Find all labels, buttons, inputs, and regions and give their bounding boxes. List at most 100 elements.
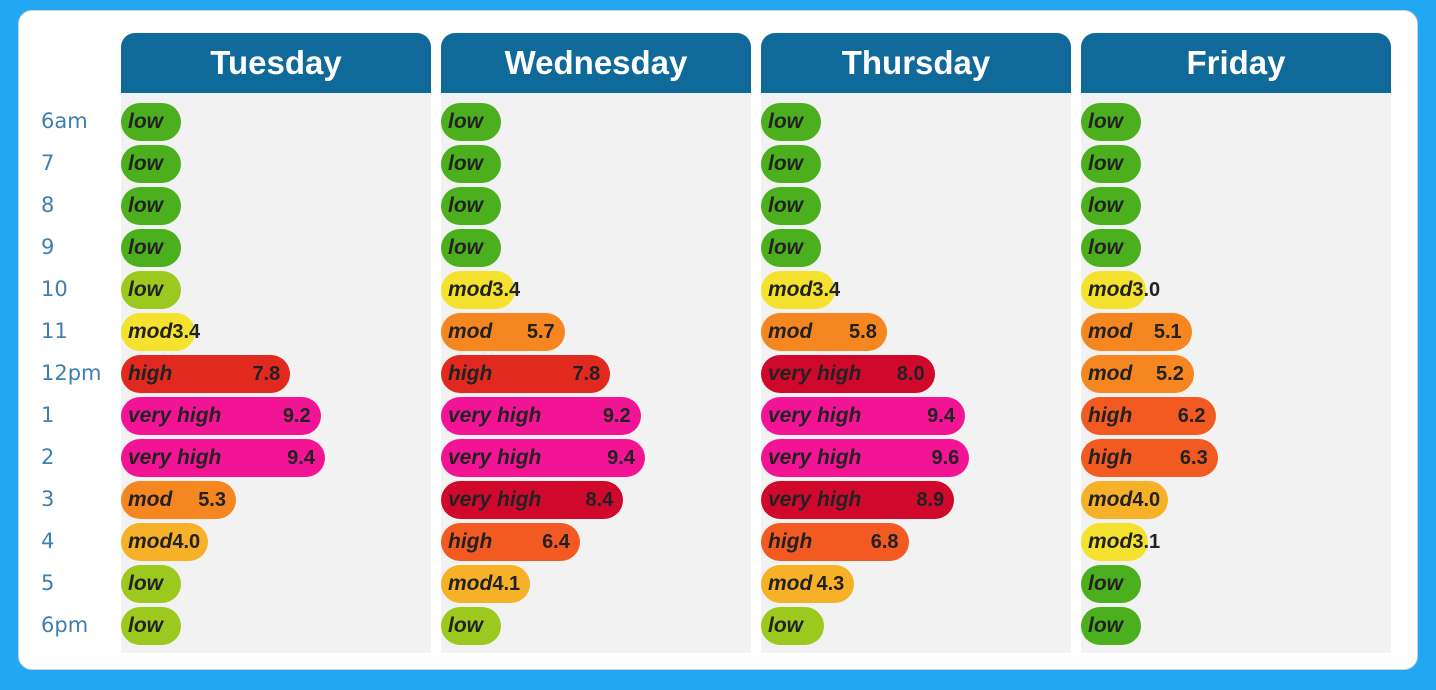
bar-level-label: high: [768, 530, 813, 553]
forecast-bar: low: [441, 103, 501, 141]
forecast-bar: low: [1081, 229, 1141, 267]
forecast-bar: low: [121, 103, 181, 141]
hour-label: 5: [41, 571, 55, 595]
bar-value-label: 3.1: [1132, 530, 1161, 553]
hour-label: 2: [41, 445, 55, 469]
bar-level-label: low: [768, 110, 803, 133]
forecast-bar: low: [121, 145, 181, 183]
bar-level-label: low: [1088, 614, 1123, 637]
hour-label: 3: [41, 487, 55, 511]
bar-value-label: 5.3: [198, 488, 226, 511]
forecast-bar: low: [761, 607, 824, 645]
bar-level-label: mod: [128, 530, 173, 553]
bar-level-label: low: [448, 110, 483, 133]
forecast-bar: very high 8.0: [761, 355, 935, 393]
bar-value-label: 6.2: [1177, 404, 1206, 427]
bar-value-label: 3.0: [1132, 278, 1161, 301]
bar-level-label: mod: [1088, 488, 1133, 511]
forecast-bar: low: [441, 187, 501, 225]
bar-level-label: low: [128, 614, 163, 637]
bar-value-label: 9.6: [931, 446, 960, 469]
bar-level-label: low: [128, 236, 163, 259]
forecast-card: 6am 7 8 9 10 11 12pm 1 2 3 4 5 6pm Tuesday low low low l…: [18, 10, 1418, 670]
day-body: low low low low mod 3.4 mod 5.7 high 7.8 very high…: [441, 93, 751, 653]
bar-level-label: low: [1088, 572, 1123, 595]
forecast-bar: low: [761, 103, 821, 141]
forecast-bar: low: [1081, 607, 1141, 645]
forecast-bar: mod 5.7: [441, 313, 565, 351]
bar-value-label: 6.4: [542, 530, 570, 553]
bar-level-label: high: [1088, 404, 1133, 427]
bar-level-label: mod: [1088, 530, 1133, 553]
bar-value-label: 3.4: [492, 278, 521, 301]
forecast-bar: low: [761, 187, 821, 225]
bar-level-label: low: [128, 572, 163, 595]
forecast-bar: very high 9.4: [761, 397, 965, 435]
bar-level-label: low: [1088, 236, 1123, 259]
bar-value-label: 7.8: [572, 362, 601, 385]
forecast-bar: very high 8.9: [761, 481, 955, 519]
bar-level-label: low: [128, 110, 163, 133]
bar-level-label: very high: [128, 404, 222, 427]
bar-value-label: 5.7: [526, 320, 555, 343]
forecast-bar: mod 5.8: [761, 313, 887, 351]
forecast-bar: very high 9.6: [761, 439, 970, 477]
forecast-bar: very high 9.4: [121, 439, 325, 477]
bar-level-label: low: [128, 278, 163, 301]
forecast-bar: low: [1081, 187, 1141, 225]
bar-level-label: very high: [128, 446, 222, 469]
day-header: Friday: [1081, 33, 1391, 93]
bar-level-label: low: [448, 236, 483, 259]
bar-level-label: mod: [1088, 320, 1133, 343]
bar-level-label: high: [128, 362, 173, 385]
forecast-bar: low: [441, 607, 501, 645]
bar-level-label: low: [1088, 152, 1123, 175]
bar-level-label: mod: [768, 320, 813, 343]
hour-label: 6am: [41, 109, 88, 133]
forecast-bar: mod 3.4: [121, 313, 200, 351]
forecast-bar: mod 4.0: [1081, 481, 1168, 519]
bar-level-label: mod: [128, 488, 173, 511]
forecast-bar: high 6.3: [1081, 439, 1218, 477]
bar-level-label: very high: [768, 404, 862, 427]
forecast-bar: high 6.4: [441, 523, 580, 561]
bar-value-label: 9.2: [282, 404, 311, 427]
bar-level-label: low: [768, 614, 803, 637]
forecast-bar: mod 3.1: [1081, 523, 1160, 561]
bar-level-label: mod: [448, 320, 493, 343]
bar-level-label: low: [1088, 194, 1123, 217]
forecast-bar: high 6.8: [761, 523, 909, 561]
day-header: Wednesday: [441, 33, 751, 93]
day-header: Tuesday: [121, 33, 431, 93]
day-column-wednesday: Wednesday low low low low mod 3.4 mod 5.7 high 7.8…: [441, 33, 751, 653]
hour-label: 6pm: [41, 613, 89, 637]
bar-level-label: low: [1088, 110, 1123, 133]
day-column-friday: Friday low low low low mod 3.0 mod 5.1 mod 5.2 high…: [1081, 33, 1391, 653]
forecast-bar: low: [441, 229, 501, 267]
bar-level-label: mod: [768, 572, 813, 595]
bar-value-label: 9.4: [287, 446, 315, 469]
hour-label: 11: [41, 319, 68, 343]
bar-value-label: 4.3: [816, 572, 845, 595]
hour-label: 7: [41, 151, 55, 175]
forecast-bar: mod 5.2: [1081, 355, 1194, 393]
hour-label: 12pm: [41, 361, 102, 385]
bar-value-label: 4.0: [172, 530, 201, 553]
bar-value-label: 8.4: [585, 488, 614, 511]
forecast-bar: mod 4.3: [761, 565, 855, 603]
bar-value-label: 5.2: [1156, 362, 1184, 385]
forecast-bar: mod 4.0: [121, 523, 208, 561]
forecast-bar: very high 9.2: [441, 397, 641, 435]
bar-level-label: mod: [448, 572, 493, 595]
bar-value-label: 5.8: [849, 320, 877, 343]
bar-level-label: low: [768, 236, 803, 259]
bar-value-label: 9.2: [602, 404, 631, 427]
bar-level-label: mod: [1088, 278, 1133, 301]
bar-value-label: 7.8: [252, 362, 281, 385]
bar-level-label: mod: [768, 278, 813, 301]
day-column-thursday: Thursday low low low low mod 3.4 mod 5.8 very hig…: [761, 33, 1071, 653]
bar-value-label: 3.4: [172, 320, 201, 343]
bar-level-label: high: [448, 362, 493, 385]
bar-level-label: low: [448, 614, 483, 637]
bar-level-label: high: [1088, 446, 1133, 469]
